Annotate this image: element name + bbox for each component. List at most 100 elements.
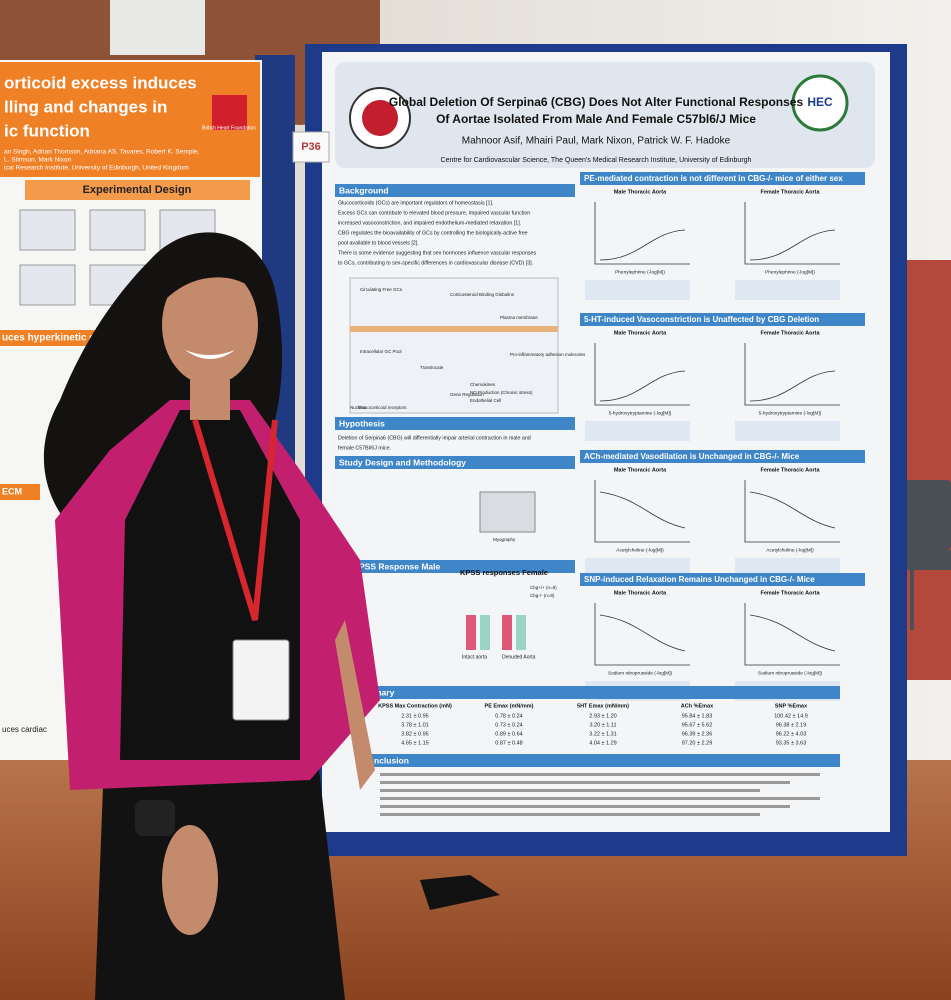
table-cell: 3.82 ± 0.95 <box>401 731 428 737</box>
section-heading: Experimental Design <box>83 184 192 196</box>
text-line <box>380 805 790 808</box>
x-tick-label: Intact aorta <box>462 654 487 660</box>
bar-figure <box>480 615 490 650</box>
text-line <box>380 797 820 800</box>
table-cell: 0.78 ± 0.24 <box>495 713 522 719</box>
text-line <box>380 781 790 784</box>
poster-title: Of Aortae Isolated From Male And Female … <box>436 112 756 126</box>
table-cell: 96.38 ± 2.19 <box>776 722 807 728</box>
body-text: CBG regulates the bioavailability of GCs… <box>338 230 528 236</box>
stats-table <box>735 280 840 300</box>
section-bar <box>25 180 250 200</box>
body-text: increased vasoconstriction, and impaired… <box>338 220 521 226</box>
body-text: There is some evidence suggesting that s… <box>338 250 537 256</box>
chairs <box>900 480 951 630</box>
x-axis-label: Phenylephrine (-log[M]) <box>615 269 665 275</box>
table-header: PE Emax (mN/mm) <box>485 703 534 709</box>
axis <box>594 343 690 406</box>
figure <box>19 264 76 306</box>
table-cell: 2.31 ± 0.95 <box>401 713 428 719</box>
diagram-label: Glucocorticoid receptors <box>358 405 407 410</box>
section-heading: Background <box>339 185 389 195</box>
edinburgh-logo <box>362 100 398 136</box>
body-text: Deletion of Serpina6 (CBG) will differen… <box>338 435 531 441</box>
table-cell: 0.89 ± 0.64 <box>495 731 522 737</box>
section-bar <box>0 484 40 500</box>
poster-authors: Mahnoor Asif, Mhairi Paul, Mark Nixon, P… <box>462 136 731 147</box>
table-cell: 0.73 ± 0.24 <box>495 722 522 728</box>
x-axis-label: Sodium nitroprusside (-log[M]) <box>758 670 823 676</box>
hec-logo-text: HEC <box>807 95 833 109</box>
section-heading: Hypothesis <box>339 418 385 428</box>
chart-title: Male Thoracic Aorta <box>614 467 667 473</box>
body-text: pool available to blood vessels [2]. <box>338 240 419 246</box>
table-cell: 2.93 ± 1.20 <box>589 713 616 719</box>
diagram-label: Nucleus <box>350 405 367 410</box>
diagram-label: Endothelial Cell <box>470 398 501 403</box>
section-heading: PSS Response Male <box>359 561 441 571</box>
section-heading: SNP-induced Relaxation Remains Unchanged… <box>584 575 815 584</box>
body-text: uces cardiac <box>2 725 47 734</box>
table-cell: 96.39 ± 2.36 <box>682 731 713 737</box>
poster-affiliation: Centre for Cardiovascular Science, The Q… <box>441 157 752 164</box>
axis <box>594 603 690 666</box>
text-line <box>380 773 820 776</box>
text-line <box>380 789 760 792</box>
section-heading: uces hyperkinetic cardiac w <box>2 333 135 344</box>
table-cell: 4.65 ± 1.15 <box>401 740 428 746</box>
chart-title: Female Thoracic Aorta <box>760 590 820 596</box>
curve-figure <box>599 491 686 529</box>
chart-title: Female Thoracic Aorta <box>760 467 820 473</box>
axis <box>744 343 840 406</box>
body-text: Glucocorticoids (GCs) are important regu… <box>338 200 493 206</box>
chart-title: Male Thoracic Aorta <box>614 330 667 336</box>
axis <box>744 603 840 666</box>
bar-figure <box>466 615 476 650</box>
table-header: 5HT Emax (mN/mm) <box>577 703 629 709</box>
left-poster-authors: an Singh, Adrian Thomson, Adriana AS. Ta… <box>4 149 199 156</box>
diagram-label: Plasma membrane <box>500 315 538 320</box>
table-cell: 93.35 ± 3.63 <box>776 740 807 746</box>
axis <box>744 202 840 265</box>
diagram-label: Myography <box>493 537 516 542</box>
x-axis-label: 5-hydroxytryptamine (-log[M]) <box>609 410 672 416</box>
diagram-label: Gene Regulation <box>450 392 484 397</box>
body-text: Excess GCs can contribute to elevated bl… <box>338 210 530 216</box>
table-cell: 97.20 ± 2.29 <box>682 740 713 746</box>
diagram-label: Intracellular GC Pool <box>360 349 402 354</box>
board-label <box>292 131 330 163</box>
curve-figure <box>749 491 836 529</box>
x-axis-label: 5-hydroxytryptamine (-log[M]) <box>759 410 822 416</box>
chart-title: Female Thoracic Aorta <box>760 189 820 195</box>
axis <box>744 480 840 543</box>
left-poster-title: ic function <box>4 121 90 140</box>
myograph <box>479 491 536 533</box>
bhf-logo <box>212 95 247 130</box>
chart-title: KPSS responses Female <box>460 568 548 577</box>
section-heading: ECM <box>2 486 22 496</box>
diagram-label: Circulating Free GCs <box>360 287 403 292</box>
diagram-label: Chemokines <box>470 382 496 387</box>
bar-figure <box>502 615 512 650</box>
section-heading: PE-mediated contraction is not different… <box>584 174 843 183</box>
section-bar <box>335 417 575 430</box>
left-poster-authors: ical Research Institute, University of E… <box>4 165 189 172</box>
chart-title: Male Thoracic Aorta <box>614 590 667 596</box>
table-cell: 100.42 ± 14.9 <box>774 713 808 719</box>
table-cell: 95.84 ± 1.83 <box>682 713 713 719</box>
diagram-label: Corticosteroid Binding Globulins <box>450 292 515 297</box>
section-heading: ACh-mediated Vasodilation is Unchanged i… <box>584 452 800 461</box>
board-label-text: P36 <box>301 141 321 153</box>
body-text: to GCs, contributing to sex-specific dif… <box>338 260 533 266</box>
section-heading: Study Design and Methodology <box>339 457 466 467</box>
diagram-label: Pro-inflammatory adhesion molecules <box>510 352 586 357</box>
logo-text: British Heart Foundation <box>202 125 256 131</box>
left-poster-authors: L. Stimson, Mark Nixon <box>4 157 72 164</box>
table-cell: 95.67 ± 5.62 <box>682 722 713 728</box>
poster-title: Global Deletion Of Serpina6 (CBG) Does N… <box>389 95 804 109</box>
stats-table <box>735 421 840 441</box>
section-heading: 5-HT-induced Vasoconstriction is Unaffec… <box>584 315 819 324</box>
section-heading: mary <box>374 687 395 697</box>
section-bar <box>355 560 575 573</box>
